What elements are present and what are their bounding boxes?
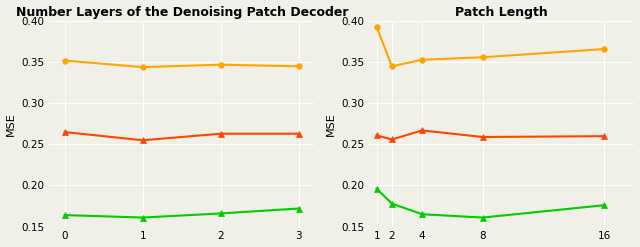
Y-axis label: MSE: MSE [6, 112, 15, 136]
Title: Patch Length: Patch Length [456, 5, 548, 19]
Y-axis label: MSE: MSE [326, 112, 335, 136]
Title: Number Layers of the Denoising Patch Decoder: Number Layers of the Denoising Patch Dec… [15, 5, 348, 19]
